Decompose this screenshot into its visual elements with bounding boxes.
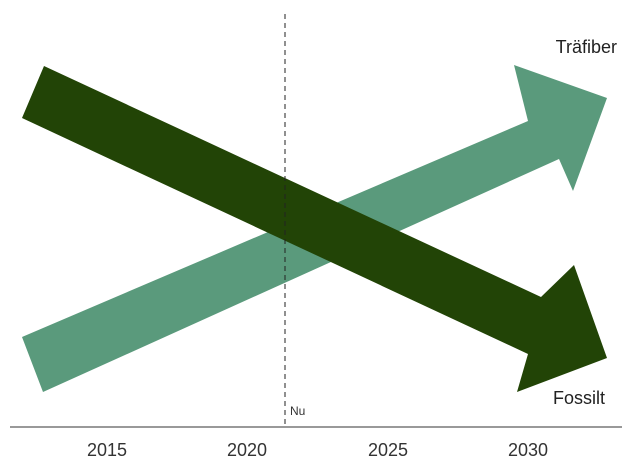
fossilt-arrow [22, 66, 607, 392]
x-tick-label: 2025 [368, 440, 408, 460]
fossilt-label: Fossilt [553, 388, 605, 408]
x-tick-label: 2015 [87, 440, 127, 460]
x-axis-ticks: 2015 2020 2025 2030 [87, 440, 548, 460]
now-marker-label: Nu [290, 404, 305, 418]
x-tick-label: 2020 [227, 440, 267, 460]
trafiber-label: Träfiber [556, 37, 617, 57]
x-tick-label: 2030 [508, 440, 548, 460]
